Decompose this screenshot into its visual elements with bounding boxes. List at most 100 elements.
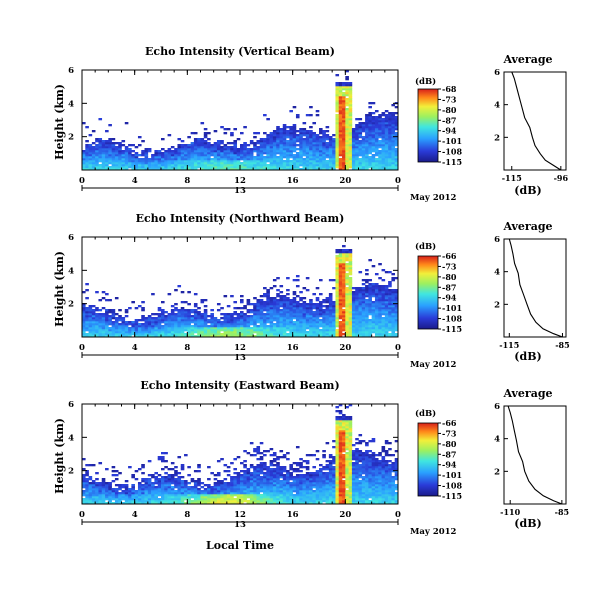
heatmap-cell — [190, 494, 195, 497]
heatmap-cell — [348, 315, 353, 318]
heatmap-cell — [190, 329, 195, 332]
y-tick-label: 2 — [68, 300, 74, 310]
heatmap-cell — [378, 168, 382, 171]
heatmap-cell — [282, 498, 287, 501]
heatmap-cell — [286, 480, 290, 483]
heatmap-cell — [342, 92, 346, 95]
heatmap-cell — [289, 492, 293, 495]
heatmap-cell — [200, 333, 205, 336]
heatmap-cell — [282, 297, 287, 300]
heatmap-cell — [368, 325, 372, 328]
heatmap-cell — [236, 484, 241, 487]
heatmap-cell — [328, 480, 333, 483]
heatmap-cell — [358, 130, 363, 133]
heatmap-cell — [391, 331, 396, 334]
heatmap-cell — [358, 321, 363, 324]
heatmap-cell — [315, 309, 320, 312]
heatmap-cell — [259, 148, 264, 151]
heatmap-cell — [88, 156, 93, 159]
heatmap-cell — [180, 311, 185, 314]
heatmap-cell — [236, 488, 241, 491]
heatmap-cell — [391, 291, 396, 294]
heatmap-cell — [137, 494, 142, 497]
heatmap-cell — [101, 140, 106, 143]
heatmap-cell — [292, 148, 297, 151]
heatmap-cell — [305, 114, 310, 117]
heatmap-cell — [233, 311, 238, 314]
heatmap-cell — [312, 317, 317, 320]
heatmap-cell — [365, 140, 369, 143]
date-label-1: May 2012 — [410, 193, 457, 203]
heatmap-cell — [276, 480, 280, 483]
heatmap-cell — [384, 319, 389, 322]
heatmap-cell — [335, 132, 340, 135]
heatmap-cell — [253, 468, 257, 471]
heatmap-cell — [358, 331, 363, 334]
heatmap-cell — [348, 265, 353, 268]
heatmap-cell — [141, 492, 145, 495]
heatmap-cell — [233, 480, 238, 483]
heatmap-cell — [371, 301, 376, 304]
heatmap-cell — [141, 323, 145, 326]
heatmap-cell — [263, 450, 267, 453]
heatmap-cell — [161, 317, 165, 320]
heatmap-cell — [207, 494, 211, 497]
heatmap-cell — [292, 136, 297, 139]
heatmap-cell — [328, 500, 333, 503]
heatmap-cell — [95, 325, 99, 328]
heatmap-cell — [253, 166, 257, 169]
heatmap-cell — [210, 492, 214, 495]
heatmap-cell — [368, 140, 372, 143]
heatmap-cell — [292, 478, 297, 481]
heatmap-cell — [319, 468, 323, 471]
heatmap-cell — [105, 142, 109, 145]
heatmap-cell — [374, 148, 379, 151]
heatmap-cell — [309, 496, 313, 499]
heatmap-cell — [236, 476, 241, 479]
heatmap-cell — [361, 331, 366, 334]
heatmap-cell — [302, 476, 307, 479]
heatmap-cell — [351, 144, 356, 147]
heatmap-cell — [128, 490, 132, 493]
heatmap-cell — [269, 152, 274, 155]
heatmap-cell — [197, 140, 201, 143]
heatmap-cell — [236, 138, 241, 141]
heatmap-cell — [328, 317, 333, 320]
heatmap-cell — [210, 150, 214, 153]
heatmap-cell — [368, 132, 372, 135]
heatmap-cell — [249, 472, 254, 475]
heatmap-cell — [325, 130, 330, 133]
heatmap-cell — [345, 138, 349, 141]
heatmap-cell — [197, 498, 201, 501]
heatmap-cell — [361, 311, 366, 314]
heatmap-cell — [187, 154, 191, 157]
heatmap-cell — [289, 482, 293, 485]
heatmap-cell — [384, 329, 389, 332]
heatmap-cell — [299, 492, 303, 495]
heatmap-cell — [161, 488, 165, 491]
heatmap-cell — [240, 301, 244, 304]
heatmap-cell — [342, 94, 346, 97]
heatmap-cell — [91, 311, 96, 314]
heatmap-cell — [200, 140, 205, 143]
heatmap-cell — [391, 311, 396, 314]
heatmap-cell — [111, 327, 116, 330]
heatmap-cell — [381, 311, 386, 314]
heatmap-cell — [374, 166, 379, 169]
heatmap-cell — [174, 150, 178, 153]
heatmap-cell — [338, 110, 343, 113]
heatmap-cell — [151, 156, 155, 159]
heatmap-cell — [266, 335, 270, 338]
heatmap-cell — [299, 168, 303, 171]
heatmap-cell — [184, 490, 188, 493]
heatmap-cell — [118, 164, 122, 167]
heatmap-cell — [223, 498, 228, 501]
heatmap-cell — [394, 164, 399, 167]
heatmap-cell — [111, 492, 116, 495]
heatmap-cell — [101, 486, 106, 489]
heatmap-cell — [233, 301, 238, 304]
heatmap-cell — [282, 454, 287, 457]
heatmap-cell — [170, 311, 175, 314]
heatmap-cell — [82, 323, 86, 326]
heatmap-cell — [157, 456, 162, 459]
